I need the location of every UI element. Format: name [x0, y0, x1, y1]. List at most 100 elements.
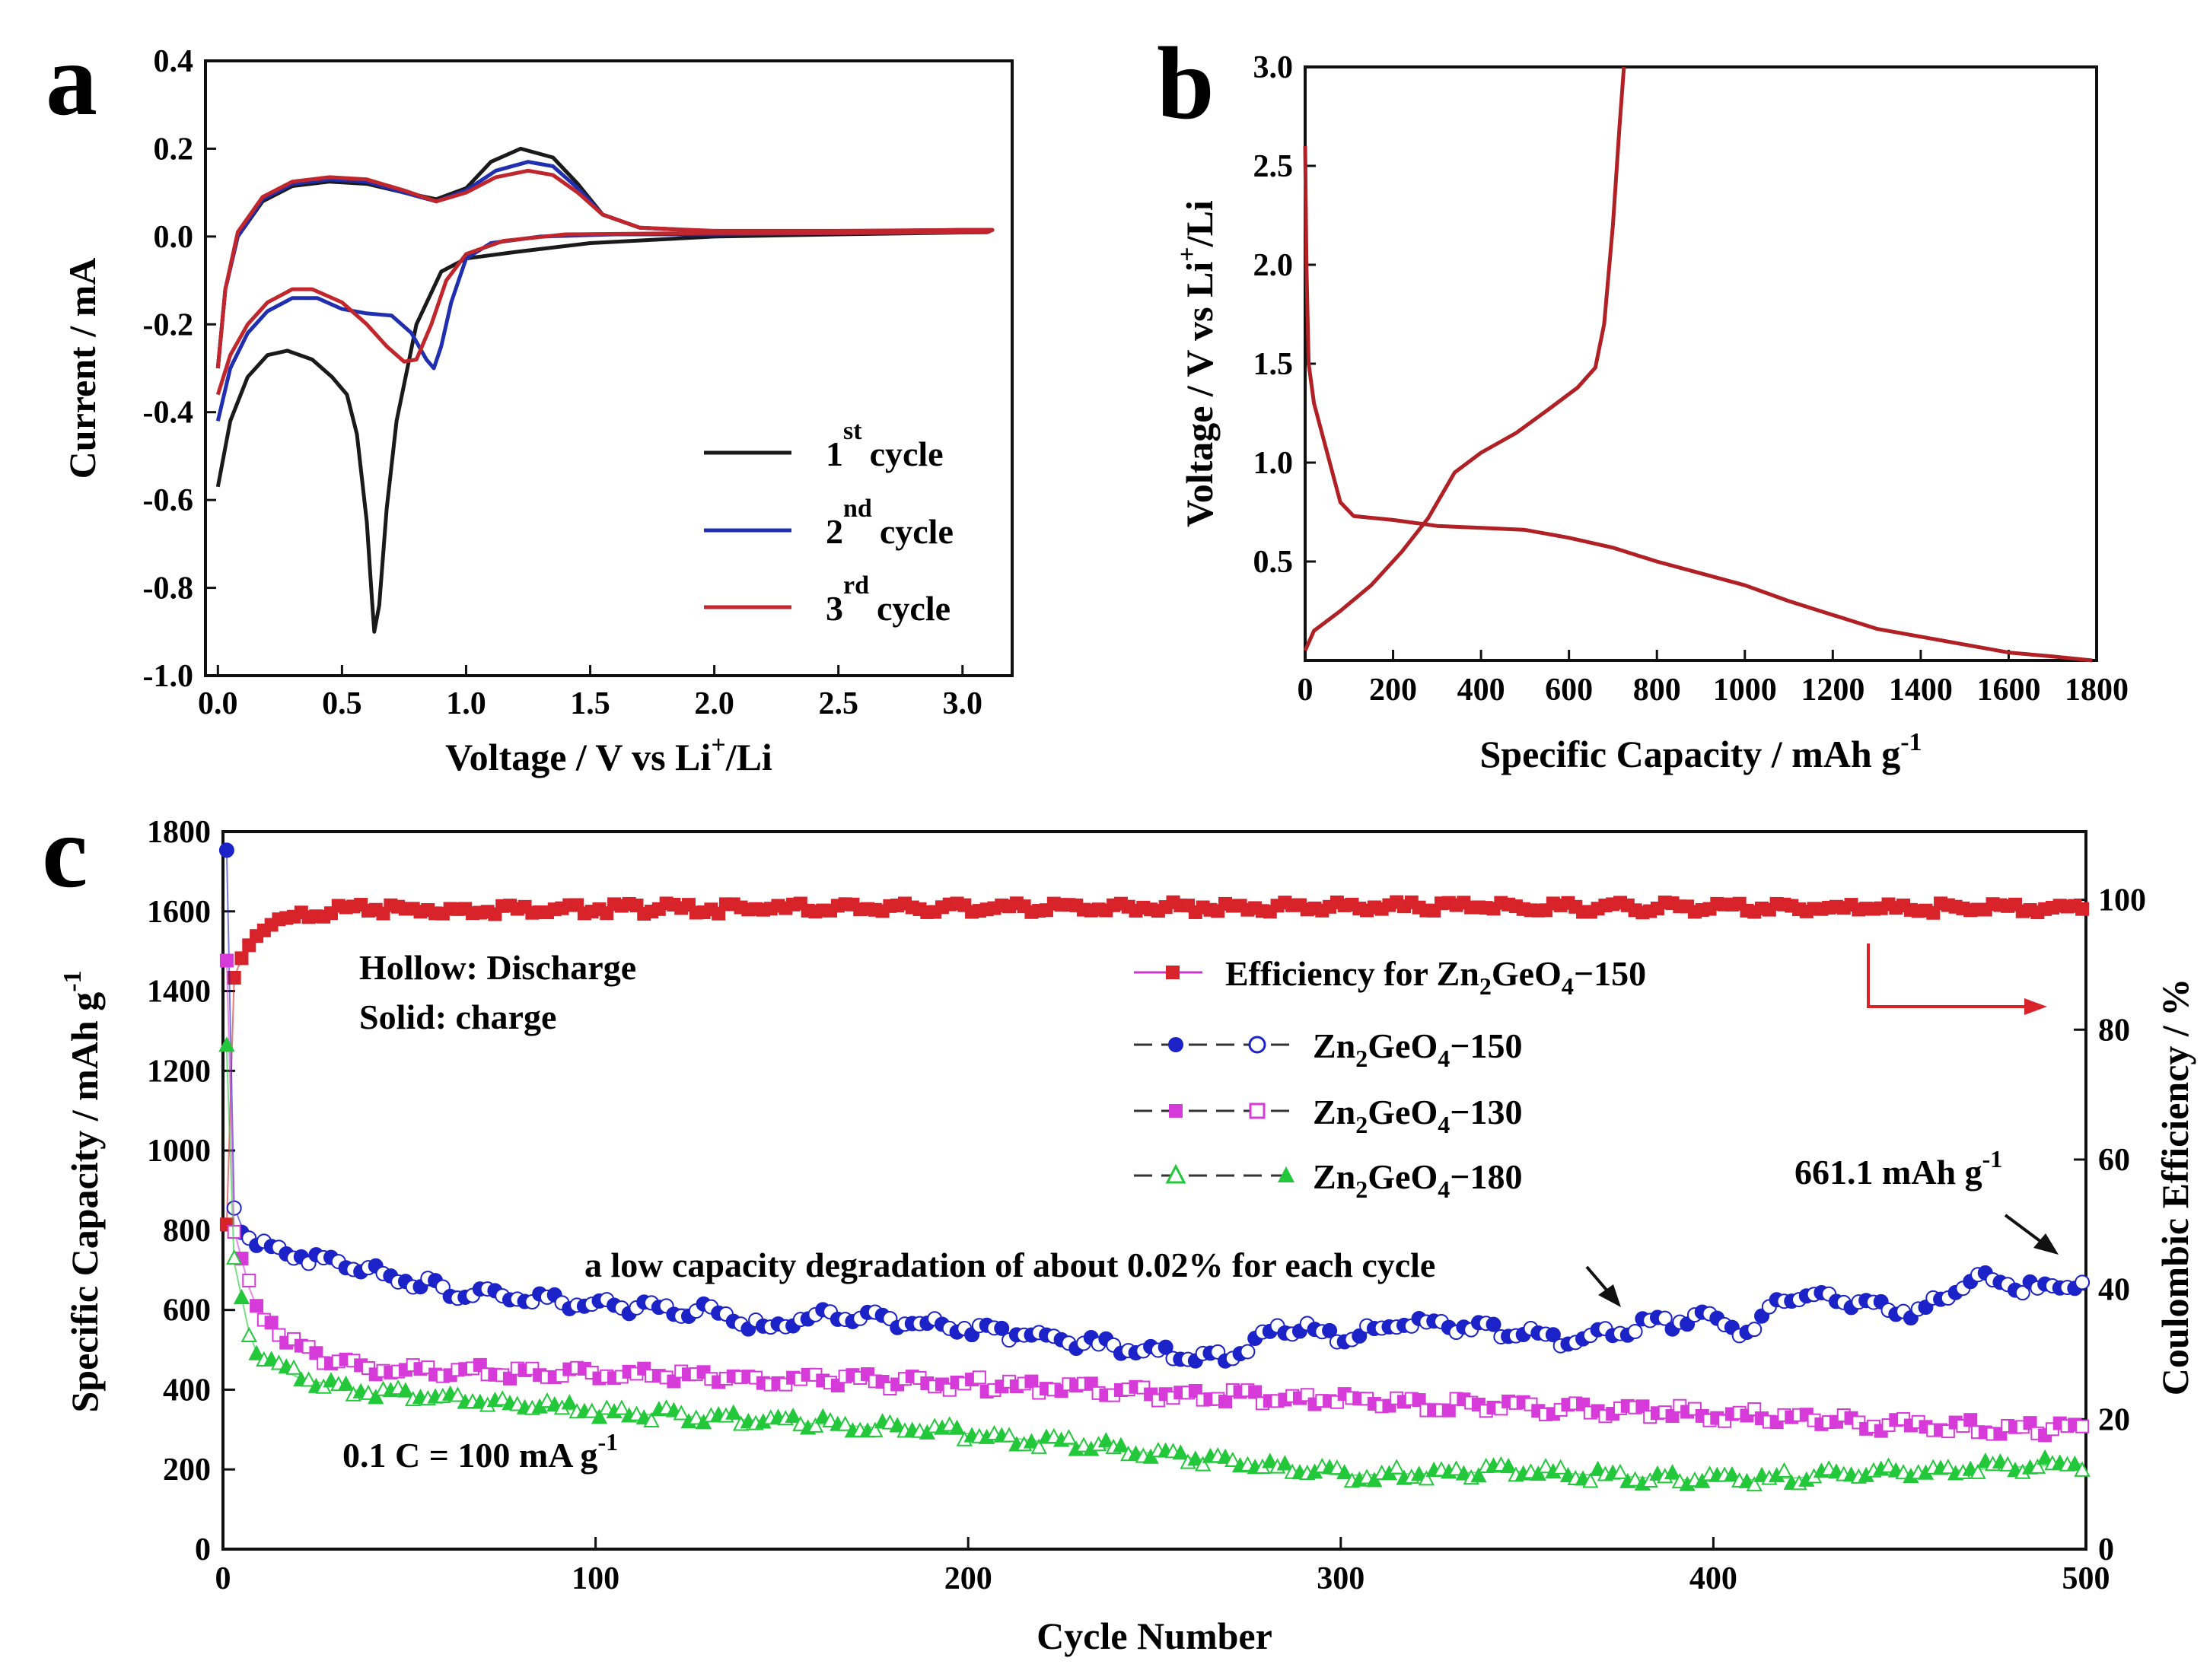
panel-c-point: [1388, 1459, 1405, 1475]
panel-a-y-tick-label: -0.8: [143, 571, 194, 606]
panel-c-series-0: [219, 895, 2090, 1232]
panel-c-y-tick-label: 200: [163, 1452, 211, 1488]
panel-b-series: [1303, 66, 2093, 663]
panel-b-axes-frame: [1304, 65, 2098, 662]
panel-c-point: [2014, 1285, 2030, 1301]
panel-c-x-tick-label: 0: [215, 1561, 231, 1596]
panel-c-point: [263, 1351, 280, 1367]
panel-c-point: [561, 1394, 578, 1410]
panel-c-point: [1322, 1322, 1338, 1338]
panel-c-point: [2074, 1461, 2091, 1477]
panel-c-x-tick-label: 500: [2062, 1561, 2110, 1596]
panel-c-point: [1447, 1460, 1465, 1476]
panel-b-x-tick-label: 400: [1457, 673, 1505, 708]
panel-c-point: [807, 1417, 824, 1433]
panel-c-point: [300, 1371, 317, 1387]
panel-c-point: [539, 1392, 556, 1408]
panel-b-y-tick-label: 1.0: [1253, 446, 1294, 481]
panel-c-x-tick-label: 100: [572, 1561, 619, 1596]
panel-c-point: [285, 1359, 302, 1375]
panel-c-point: [1545, 1327, 1561, 1343]
panel-c-point: [1336, 1464, 1353, 1480]
panel-c-point: [2023, 1416, 2037, 1430]
panel-a-legend: 1stcycle 2ndcycle 3rdcycle: [704, 417, 954, 628]
panel-c-point: [227, 1225, 241, 1239]
panel-a-axes-frame: [204, 59, 1014, 677]
panel-c-point: [1665, 1409, 1680, 1424]
panel-b-x-label: Specific Capacity / mAh g-1: [1479, 728, 1922, 775]
panel-c-point: [2029, 1458, 2046, 1474]
panel-c-point: [688, 1409, 705, 1425]
panel-c-y-tick-label: 1600: [147, 895, 211, 930]
panel-c-point: [1895, 1464, 1912, 1480]
panel-c-point: [1657, 1310, 1673, 1326]
panel-c-point: [1582, 1472, 1599, 1488]
panel-c-y2-ticks: 100 80 60 40 20 0: [2074, 883, 2146, 1567]
legend-150-hollow-marker: [1248, 1036, 1266, 1054]
capacity-annotation-arrowhead: [2033, 1233, 2059, 1255]
panel-c-point: [2066, 1455, 2083, 1471]
panel-c-point: [948, 1419, 966, 1435]
panel-c-series-3: [218, 1036, 2091, 1492]
panel-b-y-ticks: 3.0 2.5 2.0 1.5 1.0 0.5: [1253, 50, 1316, 580]
panel-c-point: [264, 1316, 279, 1330]
panel-c-point: [1412, 1393, 1426, 1408]
legend-label-3rd: 3rdcycle: [826, 571, 951, 628]
panel-c-point: [1001, 1427, 1017, 1443]
panel-b: b 0 200 400 600 800 1000 1200 1400 1600 1800 3.0 2…: [1157, 27, 2129, 775]
panel-c-point: [1329, 1459, 1345, 1475]
panel-c-point: [836, 1415, 854, 1431]
panel-b-charge-curve: [1303, 66, 1626, 652]
panel-c-point: [725, 1404, 742, 1420]
panel-c-point: [2075, 1274, 2091, 1290]
efficiency-axis-arrowhead: [2024, 998, 2047, 1015]
panel-c-point: [994, 1320, 1010, 1336]
panel-c-point: [233, 1288, 250, 1305]
panel-c-point: [1158, 1339, 1173, 1355]
panel-c-point: [1999, 1456, 2016, 1472]
panel-c-point: [234, 951, 249, 966]
legend-180-solid-marker: [1278, 1166, 1294, 1182]
panel-b-x-tick-label: 1800: [2065, 673, 2129, 708]
panel-c-point: [1627, 1323, 1643, 1339]
panel-c-point: [1940, 1459, 1957, 1475]
panel-c-y-tick-label: 600: [163, 1293, 211, 1328]
panel-c-point: [248, 1344, 265, 1360]
panel-c-point: [889, 1417, 906, 1433]
legend-label-2nd: 2ndcycle: [826, 495, 954, 551]
panel-c-y2-tick-label: 20: [2098, 1402, 2130, 1437]
rate-annotation: 0.1 C = 100 mA g-1: [342, 1428, 618, 1475]
panel-a-y-tick-label: 0.0: [154, 220, 194, 255]
panel-c-point: [226, 1249, 243, 1265]
panel-c-point: [360, 1384, 377, 1400]
panel-a-series-line-3: [215, 168, 995, 396]
panel-c-point: [1455, 1465, 1473, 1481]
panel-c-point: [1589, 1460, 1607, 1476]
panel-c-point: [242, 1273, 256, 1287]
panel-c-point: [2075, 902, 2090, 916]
panel-b-x-tick-label: 1600: [1976, 673, 2040, 708]
panel-c-y-tick-label: 800: [163, 1214, 211, 1249]
efficiency-axis-arrow: [1867, 943, 2028, 1008]
panel-a-x-ticks: 0.0 0.5 1.0 1.5 2.0 2.5 3.0: [198, 665, 982, 721]
panel-c-legend: Efficiency for Zn2GeO4−150 Zn2GeO4−150 Z…: [1134, 954, 1646, 1203]
panel-a-series: [215, 146, 995, 634]
panel-c-point: [1024, 1374, 1039, 1389]
panel-c-point: [1746, 1476, 1763, 1492]
panel-a-x-tick-label: 2.0: [694, 686, 734, 721]
legend-180-label: Zn2GeO4−180: [1313, 1157, 1522, 1203]
panel-b-y-tick-label: 2.5: [1253, 149, 1294, 184]
panel-c-point: [972, 1370, 986, 1385]
panel-c-y2-tick-label: 40: [2098, 1273, 2130, 1308]
panel-c-point: [1500, 1457, 1517, 1474]
panel-c-point: [1218, 1394, 1233, 1408]
panel-c-point: [1172, 1444, 1189, 1460]
legend-eff-label: Efficiency for Zn2GeO4−150: [1225, 954, 1646, 1000]
panel-b-y-label: Voltage / V vs Li+/Li: [1173, 200, 1221, 527]
legend-180-hollow-marker: [1165, 1163, 1186, 1184]
legend-150-solid-marker: [1168, 1037, 1183, 1052]
panel-c-point: [1552, 1459, 1569, 1475]
panel-c-y-tick-label: 400: [163, 1373, 211, 1408]
legend-150-label: Zn2GeO4−150: [1313, 1026, 1522, 1072]
panel-c-y-tick-label: 1400: [147, 975, 211, 1010]
